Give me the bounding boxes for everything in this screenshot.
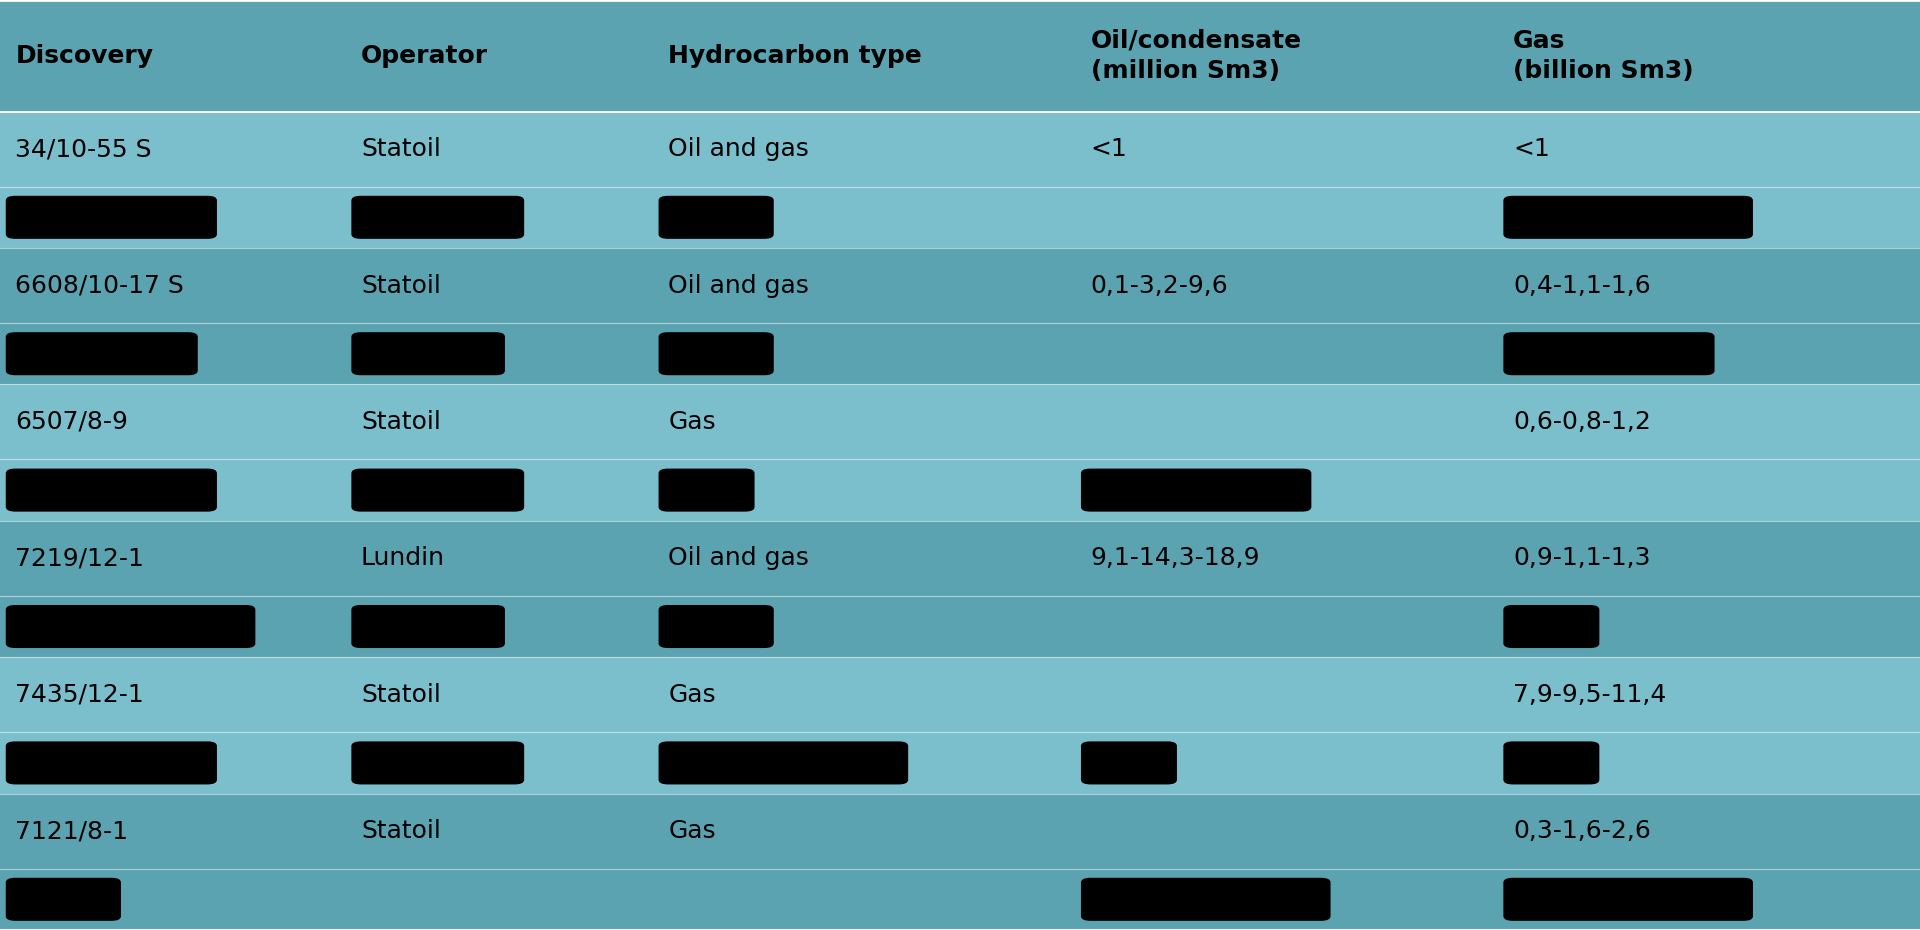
FancyBboxPatch shape bbox=[0, 732, 1920, 793]
Text: 0,1-3,2-9,6: 0,1-3,2-9,6 bbox=[1091, 273, 1229, 298]
Text: Statoil: Statoil bbox=[361, 683, 442, 707]
Text: 6507/8-9: 6507/8-9 bbox=[15, 410, 129, 434]
Text: 7,9-9,5-11,4: 7,9-9,5-11,4 bbox=[1513, 683, 1667, 707]
Text: Statoil: Statoil bbox=[361, 137, 442, 161]
FancyBboxPatch shape bbox=[6, 605, 255, 648]
FancyBboxPatch shape bbox=[659, 741, 908, 784]
Text: Hydrocarbon type: Hydrocarbon type bbox=[668, 44, 922, 68]
FancyBboxPatch shape bbox=[0, 384, 1920, 459]
Text: 0,6-0,8-1,2: 0,6-0,8-1,2 bbox=[1513, 410, 1651, 434]
FancyBboxPatch shape bbox=[659, 605, 774, 648]
Text: Oil and gas: Oil and gas bbox=[668, 137, 808, 161]
FancyBboxPatch shape bbox=[1503, 878, 1753, 921]
Text: Gas
(billion Sm3): Gas (billion Sm3) bbox=[1513, 29, 1693, 83]
Text: 9,1-14,3-18,9: 9,1-14,3-18,9 bbox=[1091, 546, 1260, 570]
FancyBboxPatch shape bbox=[6, 741, 217, 784]
Text: 0,9-1,1-1,3: 0,9-1,1-1,3 bbox=[1513, 546, 1651, 570]
FancyBboxPatch shape bbox=[1503, 741, 1599, 784]
FancyBboxPatch shape bbox=[1503, 196, 1753, 239]
FancyBboxPatch shape bbox=[6, 469, 217, 512]
FancyBboxPatch shape bbox=[0, 459, 1920, 521]
FancyBboxPatch shape bbox=[0, 521, 1920, 596]
FancyBboxPatch shape bbox=[659, 469, 755, 512]
Text: 6608/10-17 S: 6608/10-17 S bbox=[15, 273, 184, 298]
FancyBboxPatch shape bbox=[1503, 332, 1715, 375]
FancyBboxPatch shape bbox=[351, 605, 505, 648]
Text: <1: <1 bbox=[1513, 137, 1549, 161]
FancyBboxPatch shape bbox=[1081, 469, 1311, 512]
FancyBboxPatch shape bbox=[351, 332, 505, 375]
FancyBboxPatch shape bbox=[0, 658, 1920, 732]
Text: 0,3-1,6-2,6: 0,3-1,6-2,6 bbox=[1513, 819, 1651, 844]
Text: Operator: Operator bbox=[361, 44, 488, 68]
Text: 0,4-1,1-1,6: 0,4-1,1-1,6 bbox=[1513, 273, 1651, 298]
FancyBboxPatch shape bbox=[351, 196, 524, 239]
Text: 7219/12-1: 7219/12-1 bbox=[15, 546, 144, 570]
Text: Lundin: Lundin bbox=[361, 546, 445, 570]
FancyBboxPatch shape bbox=[659, 332, 774, 375]
FancyBboxPatch shape bbox=[6, 332, 198, 375]
Text: Gas: Gas bbox=[668, 410, 716, 434]
Text: Gas: Gas bbox=[668, 819, 716, 844]
FancyBboxPatch shape bbox=[1081, 741, 1177, 784]
Text: Statoil: Statoil bbox=[361, 273, 442, 298]
Text: 7121/8-1: 7121/8-1 bbox=[15, 819, 129, 844]
FancyBboxPatch shape bbox=[1503, 605, 1599, 648]
Text: Oil and gas: Oil and gas bbox=[668, 546, 808, 570]
FancyBboxPatch shape bbox=[1081, 878, 1331, 921]
Text: Statoil: Statoil bbox=[361, 819, 442, 844]
FancyBboxPatch shape bbox=[0, 248, 1920, 323]
FancyBboxPatch shape bbox=[351, 741, 524, 784]
Text: <1: <1 bbox=[1091, 137, 1127, 161]
FancyBboxPatch shape bbox=[0, 0, 1920, 112]
Text: 7435/12-1: 7435/12-1 bbox=[15, 683, 144, 707]
FancyBboxPatch shape bbox=[0, 187, 1920, 248]
Text: Statoil: Statoil bbox=[361, 410, 442, 434]
FancyBboxPatch shape bbox=[6, 878, 121, 921]
FancyBboxPatch shape bbox=[351, 469, 524, 512]
Text: Oil and gas: Oil and gas bbox=[668, 273, 808, 298]
Text: Oil/condensate
(million Sm3): Oil/condensate (million Sm3) bbox=[1091, 29, 1302, 83]
Text: 34/10-55 S: 34/10-55 S bbox=[15, 137, 152, 161]
FancyBboxPatch shape bbox=[0, 112, 1920, 187]
FancyBboxPatch shape bbox=[6, 196, 217, 239]
FancyBboxPatch shape bbox=[659, 196, 774, 239]
FancyBboxPatch shape bbox=[0, 596, 1920, 658]
FancyBboxPatch shape bbox=[0, 793, 1920, 869]
Text: Gas: Gas bbox=[668, 683, 716, 707]
FancyBboxPatch shape bbox=[0, 869, 1920, 930]
FancyBboxPatch shape bbox=[0, 323, 1920, 384]
Text: Discovery: Discovery bbox=[15, 44, 154, 68]
